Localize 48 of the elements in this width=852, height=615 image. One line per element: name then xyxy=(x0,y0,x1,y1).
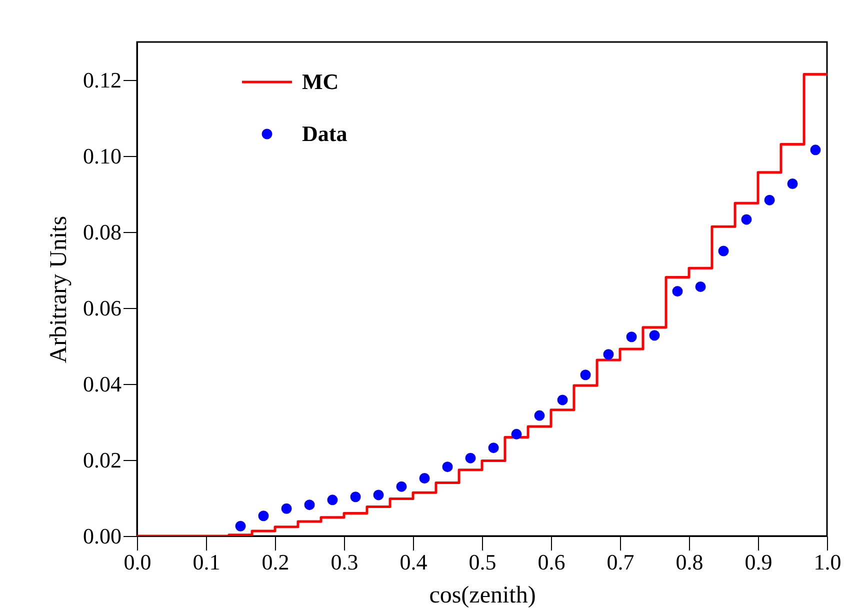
point xyxy=(235,520,246,532)
x-axis-title: cos(zenith) xyxy=(429,582,536,608)
x-tick-label: 0.4 xyxy=(400,550,428,574)
x-tick-label: 0.8 xyxy=(676,550,704,574)
x-tick-label: 0.2 xyxy=(262,550,290,574)
point xyxy=(557,394,568,406)
point xyxy=(350,492,361,502)
point xyxy=(626,332,637,342)
y-axis-title: Arbitrary Units xyxy=(46,216,72,364)
point xyxy=(419,473,430,484)
point xyxy=(649,330,660,341)
y-tick-label: 0.02 xyxy=(83,448,122,472)
x-tick-label: 0.6 xyxy=(538,550,566,574)
y-tick-label: 0.06 xyxy=(83,296,122,320)
point xyxy=(603,349,614,360)
point xyxy=(373,490,384,500)
x-tick-label: 1.0 xyxy=(814,550,842,574)
y-tick-label: 0.04 xyxy=(83,372,122,396)
point xyxy=(465,452,476,464)
point xyxy=(488,442,499,454)
point xyxy=(327,494,338,506)
point xyxy=(442,462,453,472)
y-tick-label: 0.08 xyxy=(83,220,122,244)
x-tick-label: 0.9 xyxy=(744,550,772,574)
point xyxy=(304,500,315,510)
point xyxy=(764,194,775,206)
point xyxy=(741,214,752,225)
x-tick-label: 0.5 xyxy=(468,550,496,574)
point xyxy=(511,428,522,440)
point xyxy=(810,144,821,156)
point xyxy=(534,410,545,421)
point xyxy=(787,178,798,189)
y-tick-label: 0.10 xyxy=(83,144,122,168)
point xyxy=(396,481,407,492)
point xyxy=(258,510,269,522)
x-tick-label: 0.7 xyxy=(606,550,634,574)
x-tick-label: 0.3 xyxy=(330,550,358,574)
point xyxy=(580,370,591,380)
x-tick-label: 0.0 xyxy=(124,550,152,574)
point xyxy=(718,246,729,256)
x-tick-label: 0.1 xyxy=(192,550,220,574)
legend-label: Data xyxy=(302,121,348,146)
legend-label: MC xyxy=(302,69,339,94)
point xyxy=(695,281,706,292)
point xyxy=(672,286,683,297)
y-tick-label: 0.00 xyxy=(83,524,122,548)
point xyxy=(281,503,292,514)
y-tick-label: 0.12 xyxy=(83,68,122,92)
